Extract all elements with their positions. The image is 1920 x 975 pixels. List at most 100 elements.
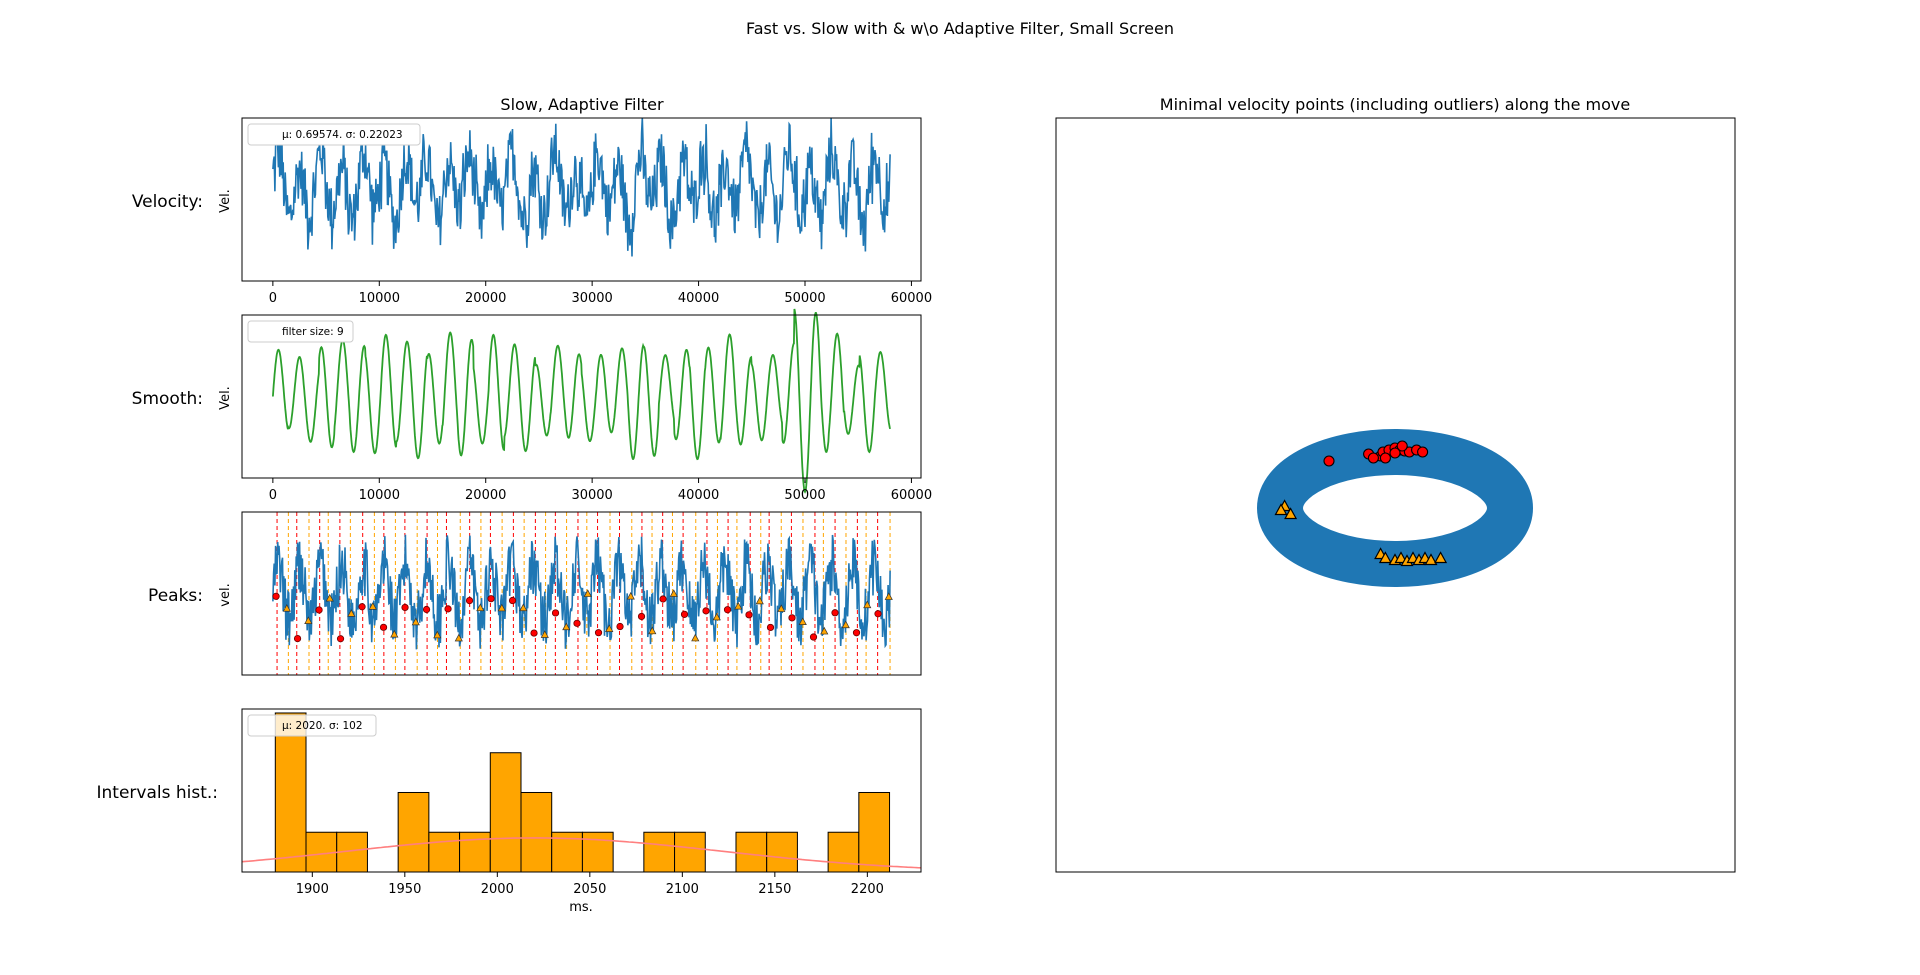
- hist-bar: [581, 831, 614, 873]
- x-tick-label: 2200: [851, 882, 884, 897]
- min-point-marker: [1323, 455, 1335, 467]
- max-point-marker: [1394, 551, 1408, 564]
- max-point-marker: [1274, 503, 1288, 516]
- min-point-marker: [1396, 440, 1408, 452]
- max-marker: [433, 630, 442, 639]
- max-marker: [712, 612, 721, 621]
- peaks-plot-area: [272, 512, 893, 675]
- velocity-xaxis: 0 10000 20000 30000 40000 50000 60000: [269, 281, 932, 306]
- min-marker: [379, 623, 388, 631]
- min-marker: [702, 607, 710, 615]
- min-marker: [551, 609, 560, 617]
- max-marker: [540, 630, 549, 638]
- min-point-marker: [1417, 446, 1429, 458]
- x-tick-label: 50000: [784, 488, 825, 503]
- x-tick-label: 60000: [891, 488, 932, 503]
- min-marker: [723, 606, 732, 614]
- max-marker: [476, 603, 485, 612]
- hist-bar: [643, 831, 676, 873]
- max-marker: [841, 620, 850, 629]
- max-marker: [390, 629, 399, 638]
- smooth-xaxis: 0 10000 20000 30000 40000 50000 60000: [269, 478, 932, 503]
- max-marker: [368, 602, 377, 610]
- x-tick-label: 2000: [481, 882, 514, 897]
- min-marker: [874, 610, 882, 618]
- x-tick-label: 30000: [571, 291, 612, 306]
- intervals-frame: [241, 708, 922, 873]
- hist-bar: [827, 831, 860, 873]
- smooth-series-line: [272, 308, 891, 494]
- hist-bar: [274, 712, 307, 873]
- hist-bar: [428, 831, 461, 873]
- max-point-marker: [1424, 553, 1438, 566]
- max-marker: [583, 589, 592, 597]
- min-marker: [745, 611, 753, 619]
- x-tick-label: 1900: [296, 882, 329, 897]
- min-marker: [336, 635, 345, 643]
- x-tick-label: 2050: [573, 882, 606, 897]
- max-marker: [734, 601, 743, 610]
- peaks-series-line: [272, 534, 891, 650]
- minimal-points-panel: Minimal velocity points (including outli…: [1055, 95, 1736, 873]
- x-tick-label: 10000: [359, 291, 400, 306]
- hist-bar: [397, 791, 430, 873]
- min-marker: [401, 603, 409, 612]
- max-marker: [562, 622, 571, 631]
- min-marker: [637, 612, 646, 621]
- smooth-legend: filter size: 9: [282, 326, 344, 338]
- hist-bar: [766, 831, 798, 873]
- x-tick-label: 0: [269, 291, 277, 306]
- hist-bar: [858, 791, 891, 873]
- hist-bar: [735, 831, 768, 873]
- max-marker: [325, 593, 334, 602]
- min-marker: [788, 614, 796, 622]
- max-marker: [347, 609, 356, 617]
- min-marker: [573, 619, 581, 627]
- max-marker: [798, 617, 807, 625]
- max-marker: [304, 616, 313, 624]
- velocity-legend: μ: 0.69574. σ: 0.22023: [282, 129, 403, 141]
- smooth-panel: Vel. 0 10000 20000 30000 40000 50000 60000 fil…: [218, 308, 932, 503]
- max-marker: [519, 603, 528, 612]
- minimal-points-title: Minimal velocity points (including outli…: [1160, 95, 1630, 114]
- min-marker: [594, 629, 603, 637]
- min-marker: [809, 633, 818, 641]
- smooth-plot-area: [272, 308, 891, 494]
- min-marker: [852, 629, 861, 637]
- min-marker: [315, 606, 323, 614]
- velocity-frame: [241, 117, 922, 282]
- intervals-xaxis: 1900 1950 2000 2050 2100 2150 2200: [296, 872, 884, 897]
- row-label-peaks: Peaks:: [148, 586, 203, 606]
- min-marker: [465, 596, 474, 605]
- min-marker: [444, 605, 452, 613]
- x-tick-label: 1950: [388, 882, 421, 897]
- smooth-ylabel: Vel.: [218, 386, 233, 410]
- velocity-panel: Slow, Adaptive Filter Vel. 0 10000 20000 30…: [218, 95, 932, 306]
- min-marker: [616, 622, 624, 631]
- minimal-points-frame: [1055, 117, 1736, 873]
- intervals-panel: 1900 1950 2000 2050 2100 2150 2200 ms. μ: 2020…: [241, 708, 922, 915]
- max-marker: [884, 592, 893, 600]
- smooth-legend-box: [247, 320, 354, 343]
- velocity-ylabel: Vel.: [218, 189, 233, 213]
- row-label-smooth: Smooth:: [132, 389, 203, 409]
- x-tick-label: 2150: [758, 882, 791, 897]
- max-marker: [282, 604, 291, 612]
- min-point-marker: [1367, 452, 1379, 464]
- min-point-marker: [1389, 447, 1401, 459]
- min-marker: [766, 623, 775, 632]
- intervals-legend: μ: 2020. σ: 102: [282, 720, 363, 732]
- x-tick-label: 40000: [678, 488, 719, 503]
- min-marker: [272, 592, 280, 600]
- peaks-frame: [241, 511, 922, 676]
- min-marker: [680, 610, 689, 618]
- max-marker: [669, 589, 678, 597]
- max-marker: [755, 596, 764, 605]
- velocity-panel-title: Slow, Adaptive Filter: [500, 95, 664, 114]
- x-tick-label: 20000: [465, 488, 506, 503]
- x-tick-label: 30000: [571, 488, 612, 503]
- max-point-marker: [1284, 507, 1298, 520]
- max-marker: [820, 626, 829, 635]
- max-marker: [411, 617, 420, 626]
- min-marker: [293, 634, 302, 643]
